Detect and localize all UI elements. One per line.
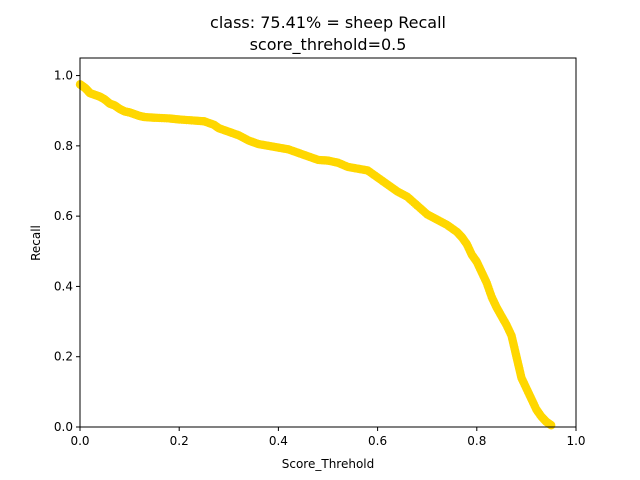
x-tick-label: 0.0 xyxy=(70,434,89,448)
y-axis-ticks: 0.0 0.2 0.4 0.6 0.8 1.0 xyxy=(54,69,80,434)
x-tick-label: 1.0 xyxy=(566,434,585,448)
data-point xyxy=(547,421,556,430)
y-tick-label: 0.8 xyxy=(54,139,73,153)
y-tick-label: 0.6 xyxy=(54,209,73,223)
chart-title: class: 75.41% = sheep Recall xyxy=(210,13,446,32)
y-tick-label: 0.2 xyxy=(54,350,73,364)
y-tick-label: 0.4 xyxy=(54,279,73,293)
chart-subtitle: score_threhold=0.5 xyxy=(250,35,407,55)
y-tick-label: 1.0 xyxy=(54,69,73,83)
plot-frame xyxy=(79,57,577,428)
data-points xyxy=(75,80,556,430)
y-axis-label: Recall xyxy=(29,225,43,261)
x-tick-label: 0.4 xyxy=(269,434,288,448)
x-tick-label: 0.6 xyxy=(368,434,387,448)
x-axis-label: Score_Threhold xyxy=(282,457,375,471)
x-axis-ticks: 0.0 0.2 0.4 0.6 0.8 1.0 xyxy=(70,427,586,448)
y-tick-label: 0.0 xyxy=(54,420,73,434)
x-tick-label: 0.2 xyxy=(170,434,189,448)
x-tick-label: 0.8 xyxy=(467,434,486,448)
